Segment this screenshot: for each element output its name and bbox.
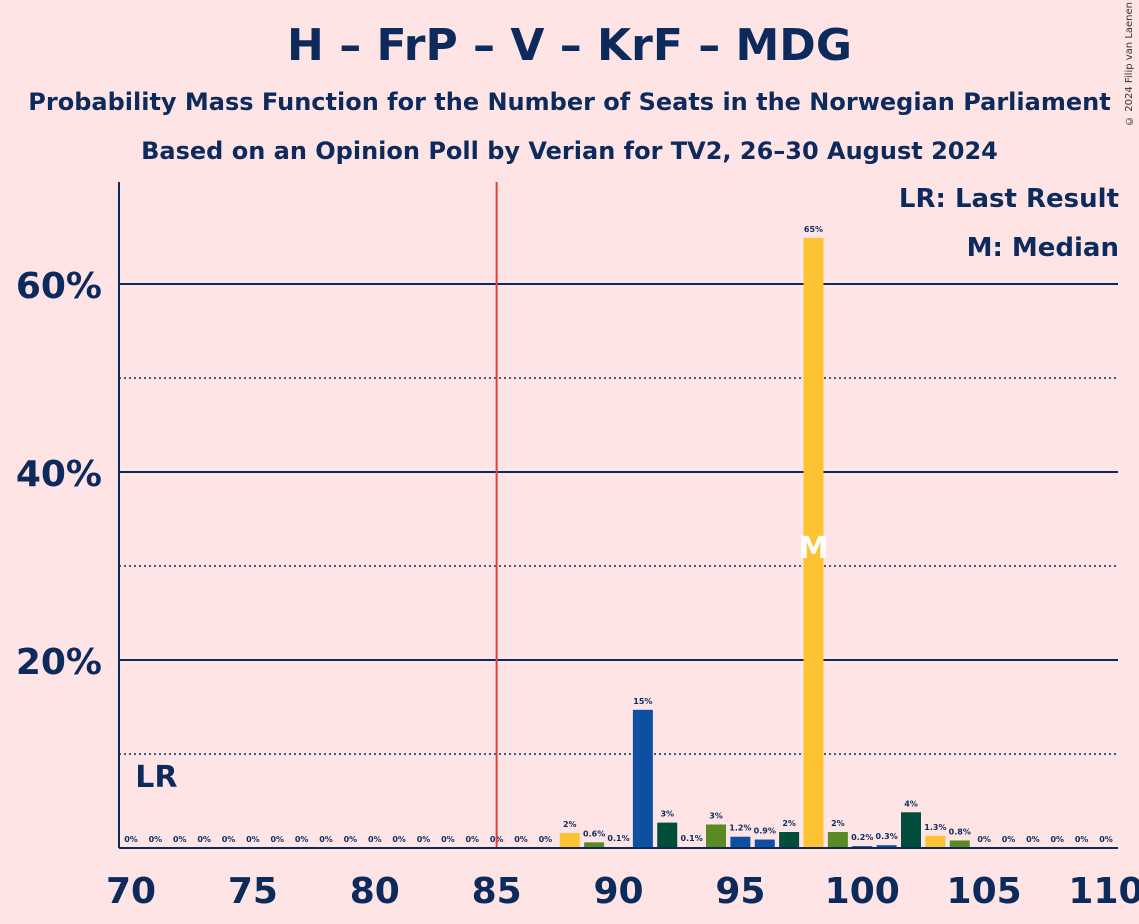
bar-label-seat-84: 0% bbox=[465, 835, 479, 844]
bar-label-seat-91: 15% bbox=[633, 697, 652, 706]
bar-label-seat-80: 0% bbox=[368, 835, 382, 844]
median-marker: M bbox=[799, 531, 829, 566]
bar-seat-103 bbox=[925, 835, 946, 848]
bar-seat-89 bbox=[584, 842, 605, 848]
bar-label-seat-76: 0% bbox=[270, 835, 284, 844]
bar-label-seat-82: 0% bbox=[417, 835, 431, 844]
bar-label-seat-101: 0.3% bbox=[876, 832, 898, 841]
x-tick-label: 110 bbox=[1068, 871, 1139, 912]
bar-seat-95 bbox=[730, 836, 751, 848]
y-tick-label: 60% bbox=[16, 266, 102, 307]
x-tick-label: 85 bbox=[472, 871, 522, 912]
bar-label-seat-72: 0% bbox=[173, 835, 187, 844]
bar-seat-98 bbox=[803, 237, 824, 848]
bar-seat-91 bbox=[632, 709, 653, 848]
bar-label-seat-103: 1.3% bbox=[924, 823, 946, 832]
bar-label-seat-90: 0.1% bbox=[607, 834, 629, 843]
bar-label-seat-96: 0.9% bbox=[754, 827, 776, 836]
bar-seat-102 bbox=[901, 812, 921, 848]
chart-subtitle-2: Based on an Opinion Poll by Verian for T… bbox=[141, 137, 998, 165]
bar-label-seat-105: 0% bbox=[977, 835, 991, 844]
x-tick-label: 90 bbox=[593, 871, 643, 912]
chart-title: H – FrP – V – KrF – MDG bbox=[287, 20, 852, 71]
x-tick-label: 100 bbox=[825, 871, 900, 912]
bar-label-seat-95: 1.2% bbox=[729, 824, 751, 833]
bar-label-seat-92: 3% bbox=[660, 810, 674, 819]
bar-label-seat-97: 2% bbox=[782, 819, 796, 828]
bar-label-seat-99: 2% bbox=[831, 819, 845, 828]
bar-label-seat-108: 0% bbox=[1050, 835, 1064, 844]
legend-median: M: Median bbox=[966, 233, 1119, 263]
bar-label-seat-94: 3% bbox=[709, 812, 723, 821]
x-tick-label: 105 bbox=[947, 871, 1022, 912]
bar-label-seat-74: 0% bbox=[222, 835, 236, 844]
bar-label-seat-87: 0% bbox=[539, 835, 553, 844]
bar-label-seat-77: 0% bbox=[295, 835, 309, 844]
chart-subtitle-1: Probability Mass Function for the Number… bbox=[28, 88, 1111, 116]
bar-label-seat-81: 0% bbox=[392, 835, 406, 844]
y-tick-label: 40% bbox=[16, 454, 102, 495]
x-tick-label: 70 bbox=[106, 871, 156, 912]
x-tick-label: 75 bbox=[228, 871, 278, 912]
bar-label-seat-107: 0% bbox=[1026, 835, 1040, 844]
bar-label-seat-71: 0% bbox=[149, 835, 163, 844]
x-tick-label: 80 bbox=[350, 871, 400, 912]
legend-last-result: LR: Last Result bbox=[898, 184, 1119, 214]
bar-label-seat-78: 0% bbox=[319, 835, 333, 844]
bar-seat-92 bbox=[657, 822, 678, 848]
bar-label-seat-89: 0.6% bbox=[583, 829, 605, 838]
y-tick-label: 20% bbox=[16, 642, 102, 683]
bar-seat-97 bbox=[779, 832, 800, 848]
bar-seat-94 bbox=[706, 824, 726, 848]
bar-label-seat-109: 0% bbox=[1075, 835, 1089, 844]
bar-seat-88 bbox=[559, 832, 580, 848]
bar-label-seat-79: 0% bbox=[344, 835, 358, 844]
bar-label-seat-102: 4% bbox=[904, 799, 918, 808]
bar-seat-104 bbox=[949, 840, 970, 848]
bar-label-seat-106: 0% bbox=[1002, 835, 1016, 844]
bar-label-seat-73: 0% bbox=[197, 835, 211, 844]
bar-label-seat-100: 0.2% bbox=[851, 833, 873, 842]
bar-label-seat-70: 0% bbox=[124, 835, 138, 844]
bar-seat-101 bbox=[876, 845, 897, 848]
bar-label-seat-75: 0% bbox=[246, 835, 260, 844]
bar-seat-99 bbox=[827, 832, 848, 848]
bar-label-seat-98: 65% bbox=[804, 225, 823, 234]
bar-label-seat-86: 0% bbox=[514, 835, 528, 844]
bar-label-seat-93: 0.1% bbox=[681, 834, 703, 843]
bar-seat-96 bbox=[754, 839, 775, 848]
bar-label-seat-88: 2% bbox=[563, 820, 577, 829]
bar-label-seat-83: 0% bbox=[441, 835, 455, 844]
bar-label-seat-110: 0% bbox=[1099, 835, 1113, 844]
x-tick-label: 95 bbox=[715, 871, 765, 912]
bar-label-seat-104: 0.8% bbox=[949, 827, 971, 836]
last-result-marker: LR bbox=[135, 760, 177, 795]
